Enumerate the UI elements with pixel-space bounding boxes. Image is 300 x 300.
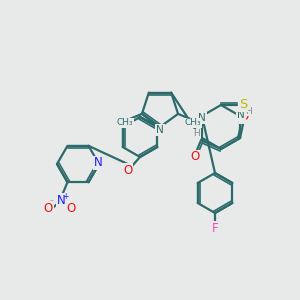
Text: N: N	[57, 194, 66, 207]
Text: N: N	[156, 125, 164, 135]
Text: O: O	[190, 151, 200, 164]
Text: F: F	[212, 221, 218, 235]
Text: CH₃: CH₃	[117, 118, 133, 127]
Text: N: N	[237, 110, 245, 120]
Text: CH₃: CH₃	[185, 118, 201, 127]
Text: S: S	[239, 98, 247, 112]
Text: N: N	[198, 113, 206, 123]
Text: H: H	[194, 130, 200, 139]
Text: O: O	[123, 164, 133, 176]
Text: O: O	[44, 202, 53, 215]
Text: O: O	[67, 202, 76, 215]
Text: N: N	[94, 157, 102, 169]
Text: H: H	[245, 106, 251, 116]
Text: +: +	[62, 192, 69, 201]
Text: ⁻: ⁻	[50, 198, 53, 207]
Text: O: O	[239, 110, 249, 124]
